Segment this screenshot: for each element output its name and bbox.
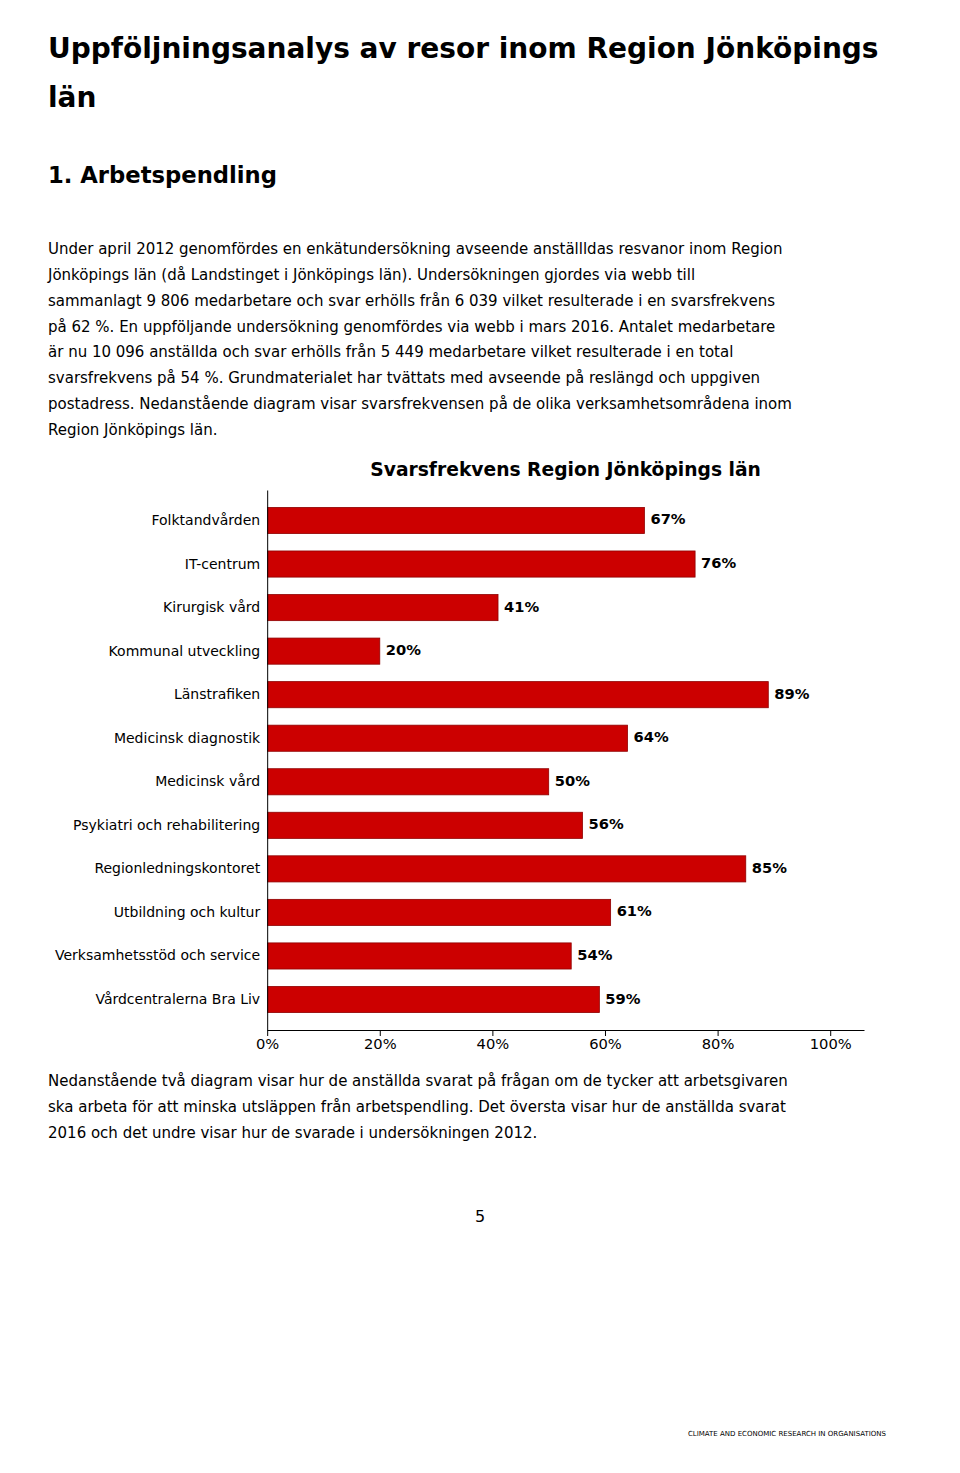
bar (267, 986, 599, 1012)
bar (267, 769, 549, 795)
paragraph-line: Under april 2012 genomfördes en enkätund… (48, 240, 783, 258)
x-tick-label: 80% (702, 1035, 735, 1052)
x-tick-label: 20% (364, 1035, 397, 1052)
x-tick-label: 100% (810, 1035, 852, 1052)
y-tick: Vårdcentralerna Bra Liv (95, 991, 267, 1007)
y-tick: Länstrafiken (174, 686, 267, 702)
y-tick: Medicinsk vård (155, 773, 267, 789)
paragraph-line: 2016 och det undre visar hur de svarade … (48, 1124, 537, 1142)
bar (267, 725, 627, 751)
x-tick-label: 0% (256, 1035, 279, 1052)
y-tick-label: Folktandvården (151, 512, 260, 528)
y-tick: Verksamhetsstöd och service (55, 947, 267, 963)
x-tick: 80% (702, 1030, 735, 1052)
y-tick-label: Verksamhetsstöd och service (55, 947, 260, 963)
y-tick: Kirurgisk vård (163, 599, 267, 615)
paragraph-line: Nedanstående två diagram visar hur de an… (48, 1072, 788, 1090)
bar (267, 856, 746, 882)
logo-text: CLIMATE AND ECONOMIC RESEARCH IN ORGANIS… (688, 1430, 887, 1438)
paragraph-line: Region Jönköpings län. (48, 421, 218, 439)
x-tick: 20% (364, 1030, 397, 1052)
paragraph-line: är nu 10 096 anställda och svar erhölls … (48, 343, 733, 361)
bar (267, 812, 582, 838)
paragraph-line: sammanlagt 9 806 medarbetare och svar er… (48, 292, 775, 310)
data-label: 59% (605, 990, 640, 1007)
page-number: 5 (475, 1207, 485, 1226)
y-tick-label: Kommunal utveckling (109, 643, 261, 659)
x-tick: 60% (589, 1030, 622, 1052)
paragraph-line: Jönköpings län (då Landstinget i Jönköpi… (47, 266, 695, 284)
y-tick-label: Kirurgisk vård (163, 599, 260, 615)
y-tick: Utbildning och kultur (114, 904, 267, 920)
page: Uppföljningsanalys av resor inom Region … (0, 0, 960, 1473)
x-axis-line (268, 1030, 865, 1031)
y-tick-label: IT-centrum (185, 556, 260, 572)
y-tick-label: Regionledningskontoret (94, 860, 260, 876)
bar (267, 551, 695, 577)
x-tick-label: 60% (589, 1035, 622, 1052)
data-label: 61% (617, 902, 652, 919)
bar (267, 943, 571, 969)
x-axis: 0% 20% 40% 60% 80% 100% (256, 1030, 864, 1052)
y-tick: Regionledningskontoret (94, 860, 267, 876)
bar (267, 507, 644, 533)
y-axis-line (267, 491, 268, 1031)
y-tick-label: Psykiatri och rehabilitering (73, 817, 260, 833)
y-tick: Psykiatri och rehabilitering (73, 817, 267, 833)
x-tick-label: 40% (477, 1035, 510, 1052)
paragraph-line: på 62 %. En uppföljande undersökning gen… (48, 318, 775, 336)
data-label: 67% (650, 510, 685, 527)
data-label: 76% (701, 554, 736, 571)
data-label: 20% (386, 641, 421, 658)
bar (267, 682, 768, 708)
y-tick-label: Medicinsk vård (155, 773, 260, 789)
data-label: 50% (555, 772, 590, 789)
data-label: 41% (504, 598, 539, 615)
y-tick: Folktandvården (151, 512, 267, 528)
y-axis: Folktandvården IT-centrum Kirurgisk vård Ko… (55, 491, 268, 1031)
main-title: län (48, 81, 96, 114)
y-tick: Kommunal utveckling (109, 643, 268, 659)
bar (267, 638, 380, 664)
y-tick-label: Utbildning och kultur (114, 904, 261, 920)
chart-title: Svarsfrekvens Region Jönköpings län (370, 459, 761, 480)
paragraph-line: postadress. Nedanstående diagram visar s… (48, 395, 792, 413)
bar (267, 899, 610, 925)
main-title: Uppföljningsanalys av resor inom Region … (48, 32, 879, 65)
x-tick: 100% (810, 1030, 852, 1052)
y-tick-label: Vårdcentralerna Bra Liv (95, 991, 260, 1007)
x-tick: 40% (477, 1030, 510, 1052)
y-tick: IT-centrum (185, 556, 267, 572)
data-label: 89% (774, 685, 809, 702)
data-label: 54% (577, 946, 612, 963)
chart: Svarsfrekvens Region Jönköpings län 0% 20%… (55, 459, 865, 1052)
bars (267, 507, 768, 1012)
paragraph-line: ska arbeta för att minska utsläppen från… (48, 1098, 786, 1116)
y-tick: Medicinsk diagnostik (114, 730, 267, 746)
data-label: 64% (634, 728, 669, 745)
bar (267, 595, 498, 621)
section-title: 1. Arbetspendling (48, 162, 277, 188)
data-label: 85% (752, 859, 787, 876)
y-tick-label: Medicinsk diagnostik (114, 730, 261, 746)
data-label: 56% (588, 815, 623, 832)
x-tick: 0% (256, 1030, 279, 1052)
data-labels: 67% 76% 41% 20% 89% 64% 50% 56% 85% 61% 54% 59% (386, 510, 810, 1006)
y-tick-label: Länstrafiken (174, 686, 260, 702)
paragraph-line: svarsfrekvens på 54 %. Grundmaterialet h… (48, 369, 760, 387)
